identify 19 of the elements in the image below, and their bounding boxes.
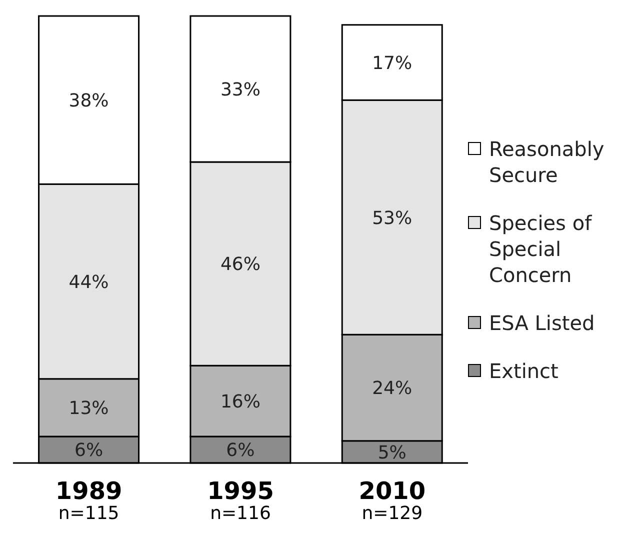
data-label: 53% xyxy=(372,208,412,229)
data-label: 16% xyxy=(220,391,260,412)
legend-label: Species of Special Concern xyxy=(489,210,593,288)
data-label: 13% xyxy=(68,398,109,420)
data-label: 46% xyxy=(220,254,260,276)
data-label: 5% xyxy=(378,442,406,464)
legend-label: Extinct xyxy=(489,358,558,384)
x-tick-label: 1995 n=116 xyxy=(207,477,274,524)
data-label: 6% xyxy=(226,440,255,462)
data-label: 44% xyxy=(68,272,109,293)
x-tick-label: 1989 n=115 xyxy=(55,477,122,524)
x-tick-label: 2010 n=129 xyxy=(358,477,426,524)
legend-label: Reasonably Secure xyxy=(489,136,606,188)
legend-label: ESA Listed xyxy=(489,310,595,336)
data-label: 24% xyxy=(372,378,412,400)
data-label: 33% xyxy=(220,79,260,100)
data-label: 38% xyxy=(68,90,109,112)
data-label: 17% xyxy=(372,52,412,74)
data-label: 6% xyxy=(74,440,104,462)
